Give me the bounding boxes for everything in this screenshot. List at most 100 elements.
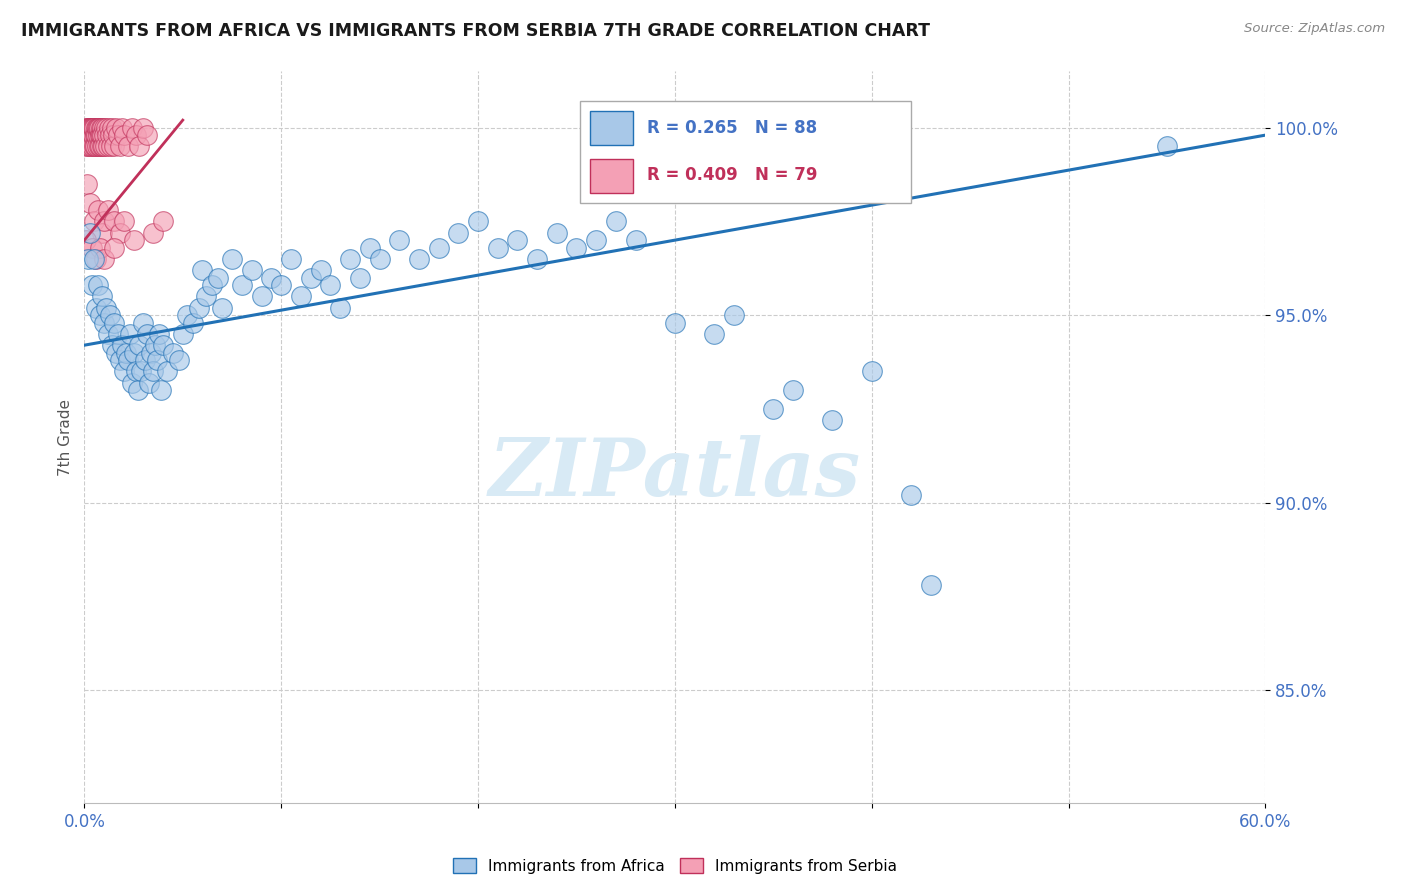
Point	[84, 252, 107, 266]
Point	[86, 139, 108, 153]
Point	[427, 241, 450, 255]
Point	[100, 139, 122, 153]
Point	[97, 203, 120, 218]
Point	[82, 120, 104, 135]
Point	[723, 308, 745, 322]
Point	[98, 128, 121, 142]
Point	[98, 120, 120, 135]
Point	[89, 308, 111, 322]
Point	[565, 241, 588, 255]
Point	[77, 139, 100, 153]
Point	[132, 316, 155, 330]
Point	[93, 316, 115, 330]
Point	[136, 326, 159, 341]
Point	[87, 128, 110, 142]
Point	[138, 376, 160, 390]
Point	[82, 120, 104, 135]
Text: ZIPatlas: ZIPatlas	[489, 435, 860, 512]
Point	[108, 226, 131, 240]
Point	[108, 139, 131, 153]
Text: Source: ZipAtlas.com: Source: ZipAtlas.com	[1244, 22, 1385, 36]
Point	[605, 214, 627, 228]
Point	[388, 233, 411, 247]
Point	[486, 241, 509, 255]
Point	[90, 128, 112, 142]
Point	[121, 120, 143, 135]
Point	[128, 139, 150, 153]
Point	[121, 376, 143, 390]
Point	[319, 278, 342, 293]
Point	[83, 120, 105, 135]
Point	[782, 383, 804, 397]
Point	[141, 345, 163, 359]
Point	[107, 128, 129, 142]
Point	[132, 120, 155, 135]
Point	[107, 326, 129, 341]
Text: R = 0.265   N = 88: R = 0.265 N = 88	[647, 120, 817, 137]
Point	[118, 326, 141, 341]
Point	[76, 177, 98, 191]
Point	[359, 241, 381, 255]
Point	[87, 203, 110, 218]
Text: IMMIGRANTS FROM AFRICA VS IMMIGRANTS FROM SERBIA 7TH GRADE CORRELATION CHART: IMMIGRANTS FROM AFRICA VS IMMIGRANTS FRO…	[21, 22, 931, 40]
Point	[339, 252, 361, 266]
Point	[447, 226, 470, 240]
Point	[82, 241, 104, 255]
Point	[87, 120, 110, 135]
Point	[101, 338, 124, 352]
Point	[97, 326, 120, 341]
Point	[349, 270, 371, 285]
Point	[80, 139, 103, 153]
Point	[79, 120, 101, 135]
Point	[124, 128, 146, 142]
Point	[79, 226, 101, 240]
Point	[128, 338, 150, 352]
Point	[75, 233, 97, 247]
Point	[162, 345, 184, 359]
Point	[134, 353, 156, 368]
Point	[83, 128, 105, 142]
Point	[112, 214, 135, 228]
Point	[104, 345, 127, 359]
Point	[127, 383, 149, 397]
Point	[172, 326, 194, 341]
Point	[91, 120, 114, 135]
Point	[90, 139, 112, 153]
Legend: Immigrants from Africa, Immigrants from Serbia: Immigrants from Africa, Immigrants from …	[447, 852, 903, 880]
Point	[93, 120, 115, 135]
Point	[112, 364, 135, 378]
Point	[103, 316, 125, 330]
Point	[79, 128, 101, 142]
Point	[89, 139, 111, 153]
Point	[195, 289, 218, 303]
Point	[93, 252, 115, 266]
Text: R = 0.409   N = 79: R = 0.409 N = 79	[647, 167, 817, 185]
Point	[103, 241, 125, 255]
Point	[89, 128, 111, 142]
Point	[467, 214, 489, 228]
Point	[270, 278, 292, 293]
Point	[211, 301, 233, 315]
Point	[79, 195, 101, 210]
Point	[103, 214, 125, 228]
Point	[83, 139, 105, 153]
Point	[546, 226, 568, 240]
Point	[664, 316, 686, 330]
Point	[75, 128, 97, 142]
Point	[221, 252, 243, 266]
Point	[920, 578, 942, 592]
Point	[87, 278, 110, 293]
Y-axis label: 7th Grade: 7th Grade	[58, 399, 73, 475]
Point	[91, 226, 114, 240]
FancyBboxPatch shape	[591, 111, 633, 145]
Point	[83, 214, 105, 228]
Point	[860, 364, 883, 378]
Point	[762, 401, 785, 416]
Point	[82, 128, 104, 142]
Point	[91, 139, 114, 153]
Point	[82, 278, 104, 293]
Point	[79, 120, 101, 135]
Point	[77, 120, 100, 135]
Point	[260, 270, 283, 285]
Point	[150, 383, 173, 397]
